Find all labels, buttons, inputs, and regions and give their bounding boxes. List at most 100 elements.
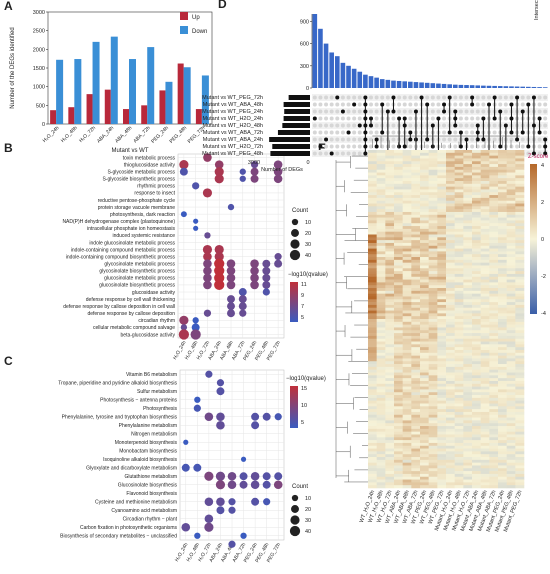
heatmap-cell [480, 296, 490, 300]
dot-point [193, 218, 199, 224]
heatmap-cell [420, 254, 429, 258]
heatmap-cell [376, 226, 386, 230]
heatmap-cell [454, 245, 464, 249]
heatmap-cell [463, 473, 473, 478]
heatmap-cell [515, 375, 525, 379]
heatmap-cell [446, 417, 455, 421]
heatmap-cell [376, 426, 386, 430]
heatmap-cell [376, 383, 386, 387]
heatmap-cell [498, 192, 507, 196]
heatmap-cell [498, 313, 507, 317]
matrix-dot [509, 137, 514, 142]
heatmap-cell [437, 395, 447, 399]
heatmap-cell [446, 242, 455, 247]
heatmap-cell [437, 209, 447, 213]
heatmap-cell [376, 237, 386, 241]
up-bar [104, 89, 111, 124]
heatmap-cell [489, 482, 499, 486]
heatmap-cell [411, 428, 421, 432]
heatmap-cell [506, 271, 516, 275]
heatmap-cell [437, 409, 447, 413]
heatmap-cell [402, 197, 412, 201]
heatmap-cell [489, 333, 499, 337]
heatmap-cell [437, 451, 447, 455]
heatmap-cell [506, 183, 516, 187]
heatmap-cell [489, 411, 499, 416]
heatmap-cell [489, 437, 499, 441]
heatmap-cell [385, 411, 395, 416]
heatmap-cell [411, 226, 421, 230]
heatmap-cell [506, 203, 516, 207]
heatmap-cell [402, 344, 412, 348]
heatmap-cell [376, 302, 386, 306]
heatmap-cell [420, 445, 429, 449]
heatmap-cell [506, 380, 516, 385]
heatmap-cell [376, 364, 386, 368]
x-axis-title: Number of DEGs [261, 167, 303, 173]
heatmap-cell [385, 296, 395, 300]
heatmap-cell [420, 293, 429, 297]
heatmap-cell [454, 257, 464, 261]
intersection-bar [542, 87, 548, 88]
heatmap-cell [420, 220, 429, 224]
heatmap-cell [515, 321, 525, 325]
heatmap-cell [463, 372, 473, 376]
heatmap-cell [489, 327, 499, 331]
dot-point [238, 295, 247, 304]
heatmap-cell [411, 380, 421, 385]
heatmap-cell [515, 366, 525, 370]
heatmap-cell [437, 304, 447, 309]
heatmap-cell [446, 180, 455, 185]
heatmap-cell [411, 214, 421, 218]
matrix-dot [492, 137, 497, 142]
heatmap-cell [463, 451, 473, 455]
heatmap-cell [437, 442, 447, 447]
heatmap-cell [437, 242, 447, 247]
heatmap-cell [428, 231, 438, 235]
matrix-dot [340, 137, 345, 142]
heatmap-cell [411, 228, 421, 232]
heatmap-cell [472, 155, 481, 159]
matrix-dot [357, 144, 362, 149]
matrix-band [312, 94, 548, 101]
heatmap-cell [402, 451, 412, 455]
heatmap-cell [463, 462, 473, 466]
matrix-dot [340, 151, 345, 156]
heatmap-cell [515, 330, 525, 334]
heatmap-cell [498, 321, 507, 325]
heatmap-cell [368, 279, 377, 283]
heatmap-cell [368, 304, 377, 309]
heatmap-cell [437, 257, 447, 261]
matrix-dot [324, 95, 329, 100]
heatmap-cell [454, 333, 464, 337]
heatmap-cell [454, 409, 464, 413]
heatmap-cell [420, 361, 429, 365]
heatmap-cell [394, 403, 403, 407]
heatmap-cell [446, 411, 455, 416]
heatmap-cell [515, 395, 525, 399]
heatmap-cell [402, 288, 412, 292]
heatmap-cell [515, 437, 525, 441]
heatmap-cell [472, 248, 481, 252]
dot-point [216, 379, 225, 387]
heatmap-cell [394, 375, 403, 379]
heatmap-cell [515, 386, 525, 390]
heatmap-cell [368, 358, 377, 362]
down-bar [147, 47, 155, 124]
heatmap-cell [472, 395, 481, 399]
heatmap-cell [472, 164, 481, 168]
dot-point [193, 463, 202, 472]
dot-point [204, 514, 214, 524]
heatmap-cell [463, 228, 473, 232]
heatmap-cell [394, 251, 403, 255]
heatmap-cell [498, 338, 507, 342]
heatmap-cell [446, 462, 455, 466]
heatmap-cell [506, 426, 516, 430]
heatmap-cell [480, 479, 490, 483]
heatmap-cell [480, 423, 490, 427]
heatmap-cell [394, 417, 403, 421]
dot-point [250, 266, 259, 276]
heatmap-cell [498, 397, 507, 401]
dot-point [250, 174, 259, 183]
heatmap-cell [368, 341, 377, 345]
